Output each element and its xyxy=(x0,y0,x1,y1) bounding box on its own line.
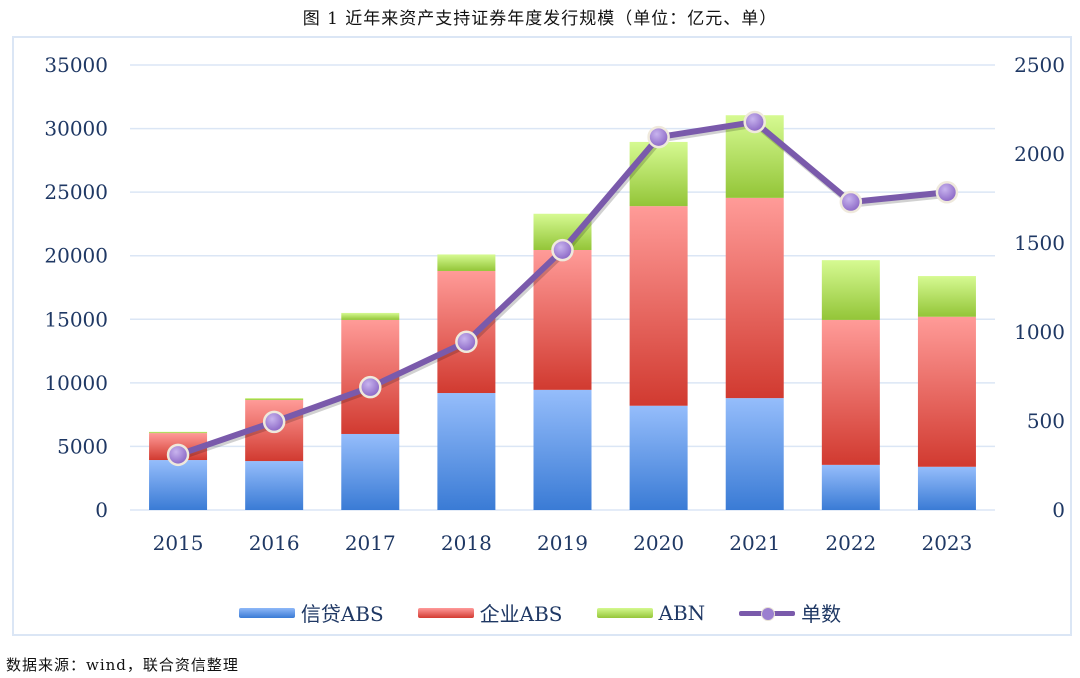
count-marker xyxy=(743,110,766,134)
count-marker xyxy=(839,190,863,214)
left-axis-tick-label: 15000 xyxy=(44,307,108,331)
count-marker xyxy=(551,238,574,262)
bar-segment xyxy=(917,276,976,317)
bar-series xyxy=(149,115,976,510)
bar-segment xyxy=(821,464,880,510)
x-axis-tick-label: 2017 xyxy=(345,531,396,555)
bar-segment xyxy=(341,433,400,510)
bar-segment xyxy=(245,398,304,401)
count-marker xyxy=(647,125,670,149)
bar-segment xyxy=(917,316,976,467)
left-axis-ticks: 0 5000 10000 15000 20000 25000 30000 35000 xyxy=(44,53,108,522)
x-axis-ticks: 2015 2016 2017 2018 2019 2020 2021 2022 2023 xyxy=(153,531,973,555)
x-axis-tick-label: 2023 xyxy=(921,531,972,555)
bar-segment xyxy=(821,319,880,465)
left-axis-tick-label: 25000 xyxy=(44,180,108,204)
legend-item-corporate-abs: 企业ABS xyxy=(417,598,563,627)
left-axis-tick-label: 30000 xyxy=(44,117,108,141)
legend-swatch-green xyxy=(596,607,653,618)
chart-plot: 0 5000 10000 15000 20000 25000 30000 35000 0 500… xyxy=(44,53,1065,555)
line-series-count xyxy=(166,110,959,467)
left-axis-tick-label: 0 xyxy=(95,498,108,522)
chart-title: 图 1 近年来资产支持证券年度发行规模（单位：亿元、单） xyxy=(302,9,778,29)
bar-segment xyxy=(725,197,784,399)
count-marker xyxy=(262,410,286,434)
bar-segment xyxy=(629,141,688,207)
chart-frame xyxy=(12,36,1072,636)
bar-segment xyxy=(821,260,880,320)
legend-label: 信贷ABS xyxy=(300,602,384,626)
right-axis-tick-label: 1000 xyxy=(1014,320,1065,344)
legend-item-count: 单数 xyxy=(739,598,841,627)
data-source-note: 数据来源：wind，联合资信整理 xyxy=(6,656,239,674)
bar-segment xyxy=(629,405,688,510)
legend: 信贷ABS 企业ABS ABN 单数 xyxy=(0,598,1080,627)
bar-segment xyxy=(725,398,784,510)
legend-item-abn: ABN xyxy=(596,600,706,625)
left-axis-tick-label: 5000 xyxy=(57,434,108,458)
x-axis-tick-label: 2021 xyxy=(729,531,780,555)
bar-segment xyxy=(629,206,688,406)
right-axis-ticks: 0 500 1000 1500 2000 2500 xyxy=(1014,53,1065,522)
left-axis-tick-label: 10000 xyxy=(44,371,108,395)
x-axis-tick-label: 2022 xyxy=(825,531,876,555)
bar-segment xyxy=(245,461,304,510)
right-axis-tick-label: 2000 xyxy=(1014,142,1065,166)
legend-label: 单数 xyxy=(801,602,842,626)
x-axis-tick-label: 2018 xyxy=(441,531,492,555)
bar-segment xyxy=(533,249,592,390)
count-marker xyxy=(455,330,478,354)
right-axis-tick-label: 0 xyxy=(1052,498,1065,522)
bar-segment xyxy=(533,389,592,510)
legend-label: ABN xyxy=(658,600,706,625)
legend-label: 企业ABS xyxy=(479,602,563,626)
bar-segment xyxy=(917,466,976,510)
legend-item-credit-abs: 信贷ABS xyxy=(238,598,384,627)
bar-segment xyxy=(437,393,496,510)
legend-swatch-red xyxy=(417,607,474,618)
right-axis-tick-label: 500 xyxy=(1027,409,1065,433)
bar-segment xyxy=(341,312,400,320)
left-axis-tick-label: 20000 xyxy=(44,244,108,268)
count-marker xyxy=(166,443,190,467)
legend-line-marker-icon xyxy=(739,606,796,621)
bar-segment xyxy=(149,460,208,510)
x-axis-tick-label: 2019 xyxy=(537,531,588,555)
right-axis-tick-label: 1500 xyxy=(1014,231,1065,255)
x-axis-tick-label: 2020 xyxy=(633,531,684,555)
bar-segment xyxy=(437,254,496,271)
left-axis-tick-label: 35000 xyxy=(44,53,108,77)
x-axis-tick-label: 2015 xyxy=(153,531,204,555)
count-marker xyxy=(359,375,382,399)
legend-swatch-blue xyxy=(238,607,295,618)
bar-segment xyxy=(149,431,208,434)
x-axis-tick-label: 2016 xyxy=(249,531,300,555)
right-axis-tick-label: 2500 xyxy=(1014,53,1065,77)
count-marker xyxy=(935,181,959,204)
